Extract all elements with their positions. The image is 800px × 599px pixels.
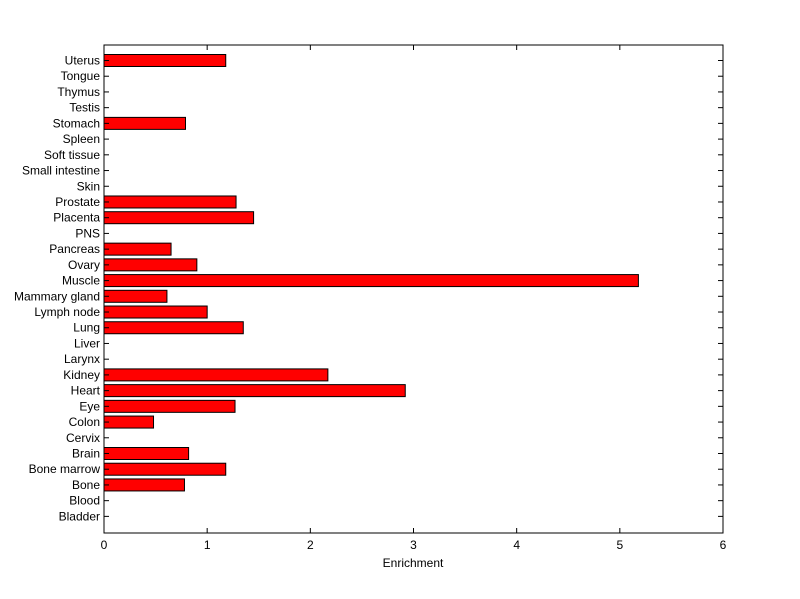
y-tick-label: Spleen <box>63 132 100 146</box>
y-tick-label: Stomach <box>53 116 100 130</box>
y-tick-label: Bladder <box>59 509 100 523</box>
y-tick-label: Liver <box>74 336 100 350</box>
bar-heart <box>103 384 406 398</box>
bar-eye <box>103 399 236 413</box>
y-tick-label: Bone <box>72 478 100 492</box>
bar-stomach <box>103 116 187 130</box>
y-tick-label: Bone marrow <box>29 462 101 476</box>
y-tick-label: PNS <box>75 226 100 240</box>
bar-placenta <box>103 211 255 225</box>
y-tick-label: Colon <box>69 415 100 429</box>
x-tick-label: 1 <box>204 538 211 552</box>
y-tick-label: Mammary gland <box>14 289 100 303</box>
bar-muscle <box>103 274 639 288</box>
y-tick-label: Pancreas <box>49 242 100 256</box>
y-tick-label: Eye <box>79 399 100 413</box>
x-axis-title: Enrichment <box>383 556 444 570</box>
x-tick-label: 5 <box>616 538 623 552</box>
y-tick-label: Uterus <box>65 54 100 68</box>
y-tick-label: Thymus <box>57 85 100 99</box>
bar-ovary <box>103 258 198 272</box>
x-tick-label: 6 <box>720 538 727 552</box>
y-tick-label: Heart <box>71 384 101 398</box>
x-tick-label: 4 <box>513 538 520 552</box>
bar-lung <box>103 321 244 335</box>
bars-group <box>103 54 639 492</box>
y-tick-label: Soft tissue <box>44 148 100 162</box>
y-tick-label: Small intestine <box>22 164 100 178</box>
bar-brain <box>103 447 190 460</box>
bar-uterus <box>103 54 227 67</box>
x-tick-label: 3 <box>410 538 417 552</box>
y-tick-label: Lymph node <box>34 305 100 319</box>
y-tick-label: Prostate <box>55 195 100 209</box>
y-tick-label: Larynx <box>64 352 100 366</box>
bar-mammary-gland <box>103 289 168 303</box>
bar-bone <box>103 478 185 492</box>
y-tick-label: Brain <box>72 447 100 461</box>
x-axis: 0 1 2 3 4 5 6 <box>101 45 727 552</box>
bar-bone-marrow <box>103 462 227 476</box>
y-tick-label: Placenta <box>53 211 100 225</box>
plot-frame <box>103 44 724 534</box>
bar-prostate <box>103 195 237 209</box>
y-tick-label: Muscle <box>62 274 100 288</box>
y-tick-label: Kidney <box>63 368 100 382</box>
y-tick-label: Cervix <box>66 431 100 445</box>
y-tick-label: Testis <box>69 101 100 115</box>
x-tick-label: 0 <box>101 538 108 552</box>
y-tick-label: Ovary <box>68 258 100 272</box>
x-tick-label: 2 <box>307 538 314 552</box>
y-tick-label: Lung <box>73 321 100 335</box>
y-tick-label: Blood <box>69 494 100 508</box>
bar-colon <box>103 415 155 429</box>
bar-lymph-node <box>103 305 208 319</box>
bar-kidney <box>103 368 329 382</box>
bar-pancreas <box>103 242 172 256</box>
y-tick-label: Skin <box>77 179 100 193</box>
y-tick-label: Tongue <box>61 69 101 83</box>
